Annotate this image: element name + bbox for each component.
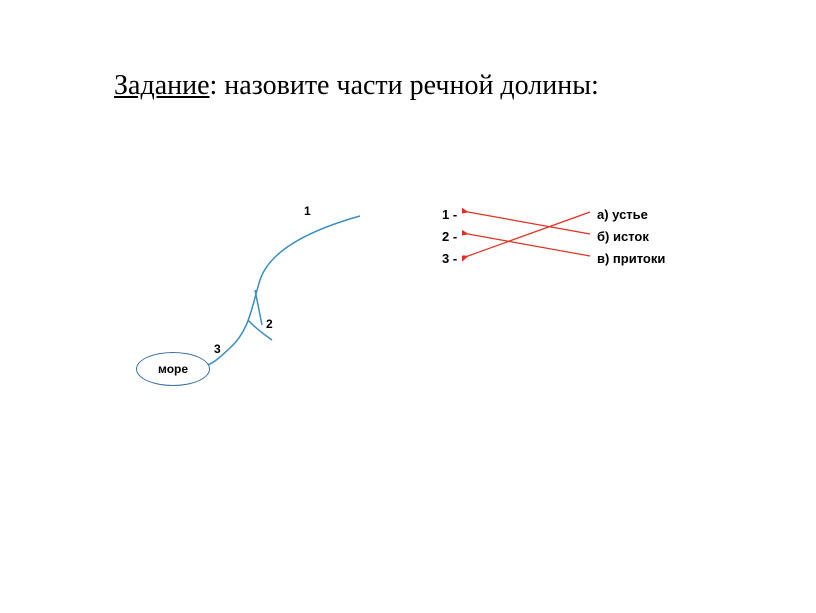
match-left-3: 3 - bbox=[442, 248, 457, 270]
match-right-b: б) исток bbox=[597, 226, 665, 248]
title-label: Задание bbox=[114, 70, 210, 101]
title-rest: : назовите части речной долины: bbox=[210, 70, 599, 101]
page-title: Задание: назовите части речной долины: bbox=[114, 70, 599, 102]
match-left-column: 1 - 2 - 3 - bbox=[442, 204, 457, 270]
match-right-a: а) устье bbox=[597, 204, 665, 226]
sea-label: море bbox=[158, 362, 188, 376]
matching-arrows bbox=[462, 204, 602, 274]
match-right-c: в) притоки bbox=[597, 248, 665, 270]
match-right-column: а) устье б) исток в) притоки bbox=[597, 204, 665, 270]
river-diagram: море 1 2 3 bbox=[110, 190, 410, 420]
diagram-label-2: 2 bbox=[266, 317, 273, 331]
sea-ellipse: море bbox=[136, 352, 210, 386]
river-svg bbox=[110, 190, 410, 420]
match-left-2: 2 - bbox=[442, 226, 457, 248]
diagram-label-3: 3 bbox=[214, 342, 221, 356]
diagram-label-1: 1 bbox=[304, 204, 311, 218]
match-left-1: 1 - bbox=[442, 204, 457, 226]
